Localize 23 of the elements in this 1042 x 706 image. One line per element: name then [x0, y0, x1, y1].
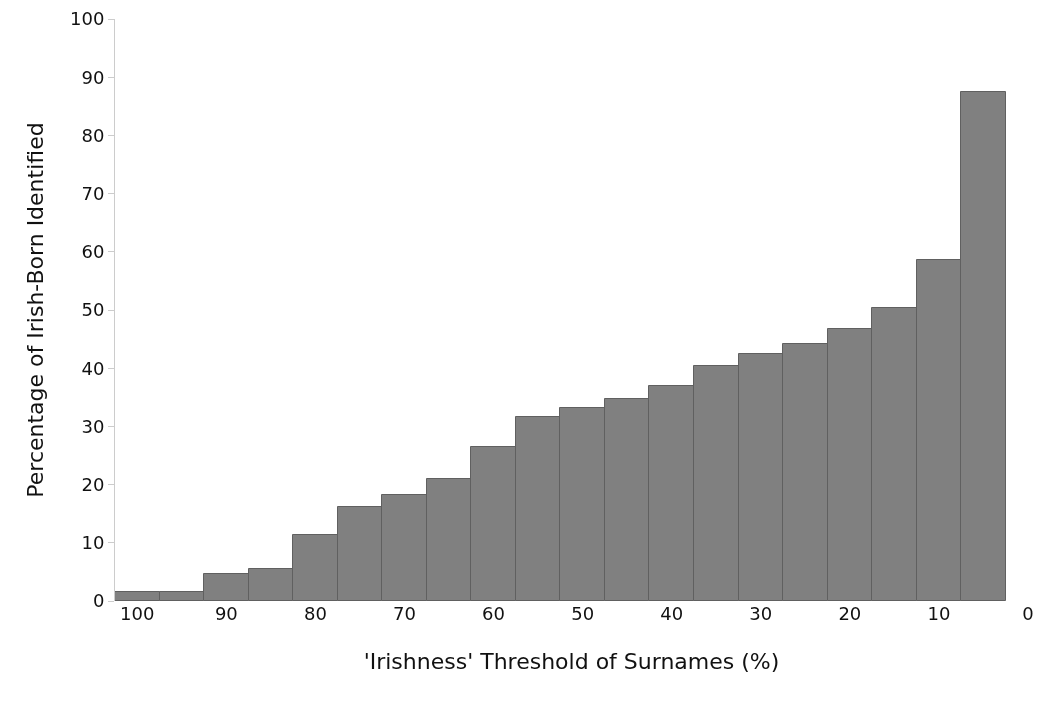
y-tick-label: 30 [81, 415, 105, 437]
y-tick-label: 80 [81, 124, 105, 146]
x-tick-label: 20 [838, 603, 862, 624]
y-tick-label: 50 [81, 299, 105, 321]
x-tick-label: 90 [214, 603, 238, 624]
x-tick-label: 60 [482, 603, 506, 624]
y-axis-title: Percentage of Irish-Born Identified [22, 122, 48, 498]
y-tick-label: 20 [81, 473, 105, 495]
x-tick-label: 80 [303, 603, 327, 624]
x-axis-title: 'Irishness' Threshold of Surnames (%) [363, 648, 780, 674]
x-tick-label: 100 [120, 603, 155, 624]
y-tick-label: 10 [81, 532, 105, 554]
x-tick-label: 40 [660, 603, 684, 624]
y-tick-label: 40 [81, 357, 105, 379]
x-tick-label: 0 [1022, 603, 1034, 624]
y-tick-label: 70 [81, 182, 105, 204]
y-tick-label: 60 [81, 241, 105, 263]
x-tick-label: 50 [571, 603, 595, 624]
x-tick-label: 30 [749, 603, 773, 624]
x-tick-label: 10 [927, 603, 951, 624]
y-tick-label: 90 [81, 66, 105, 88]
x-tick-label: 70 [393, 603, 416, 624]
y-tick-label: 100 [70, 8, 105, 30]
